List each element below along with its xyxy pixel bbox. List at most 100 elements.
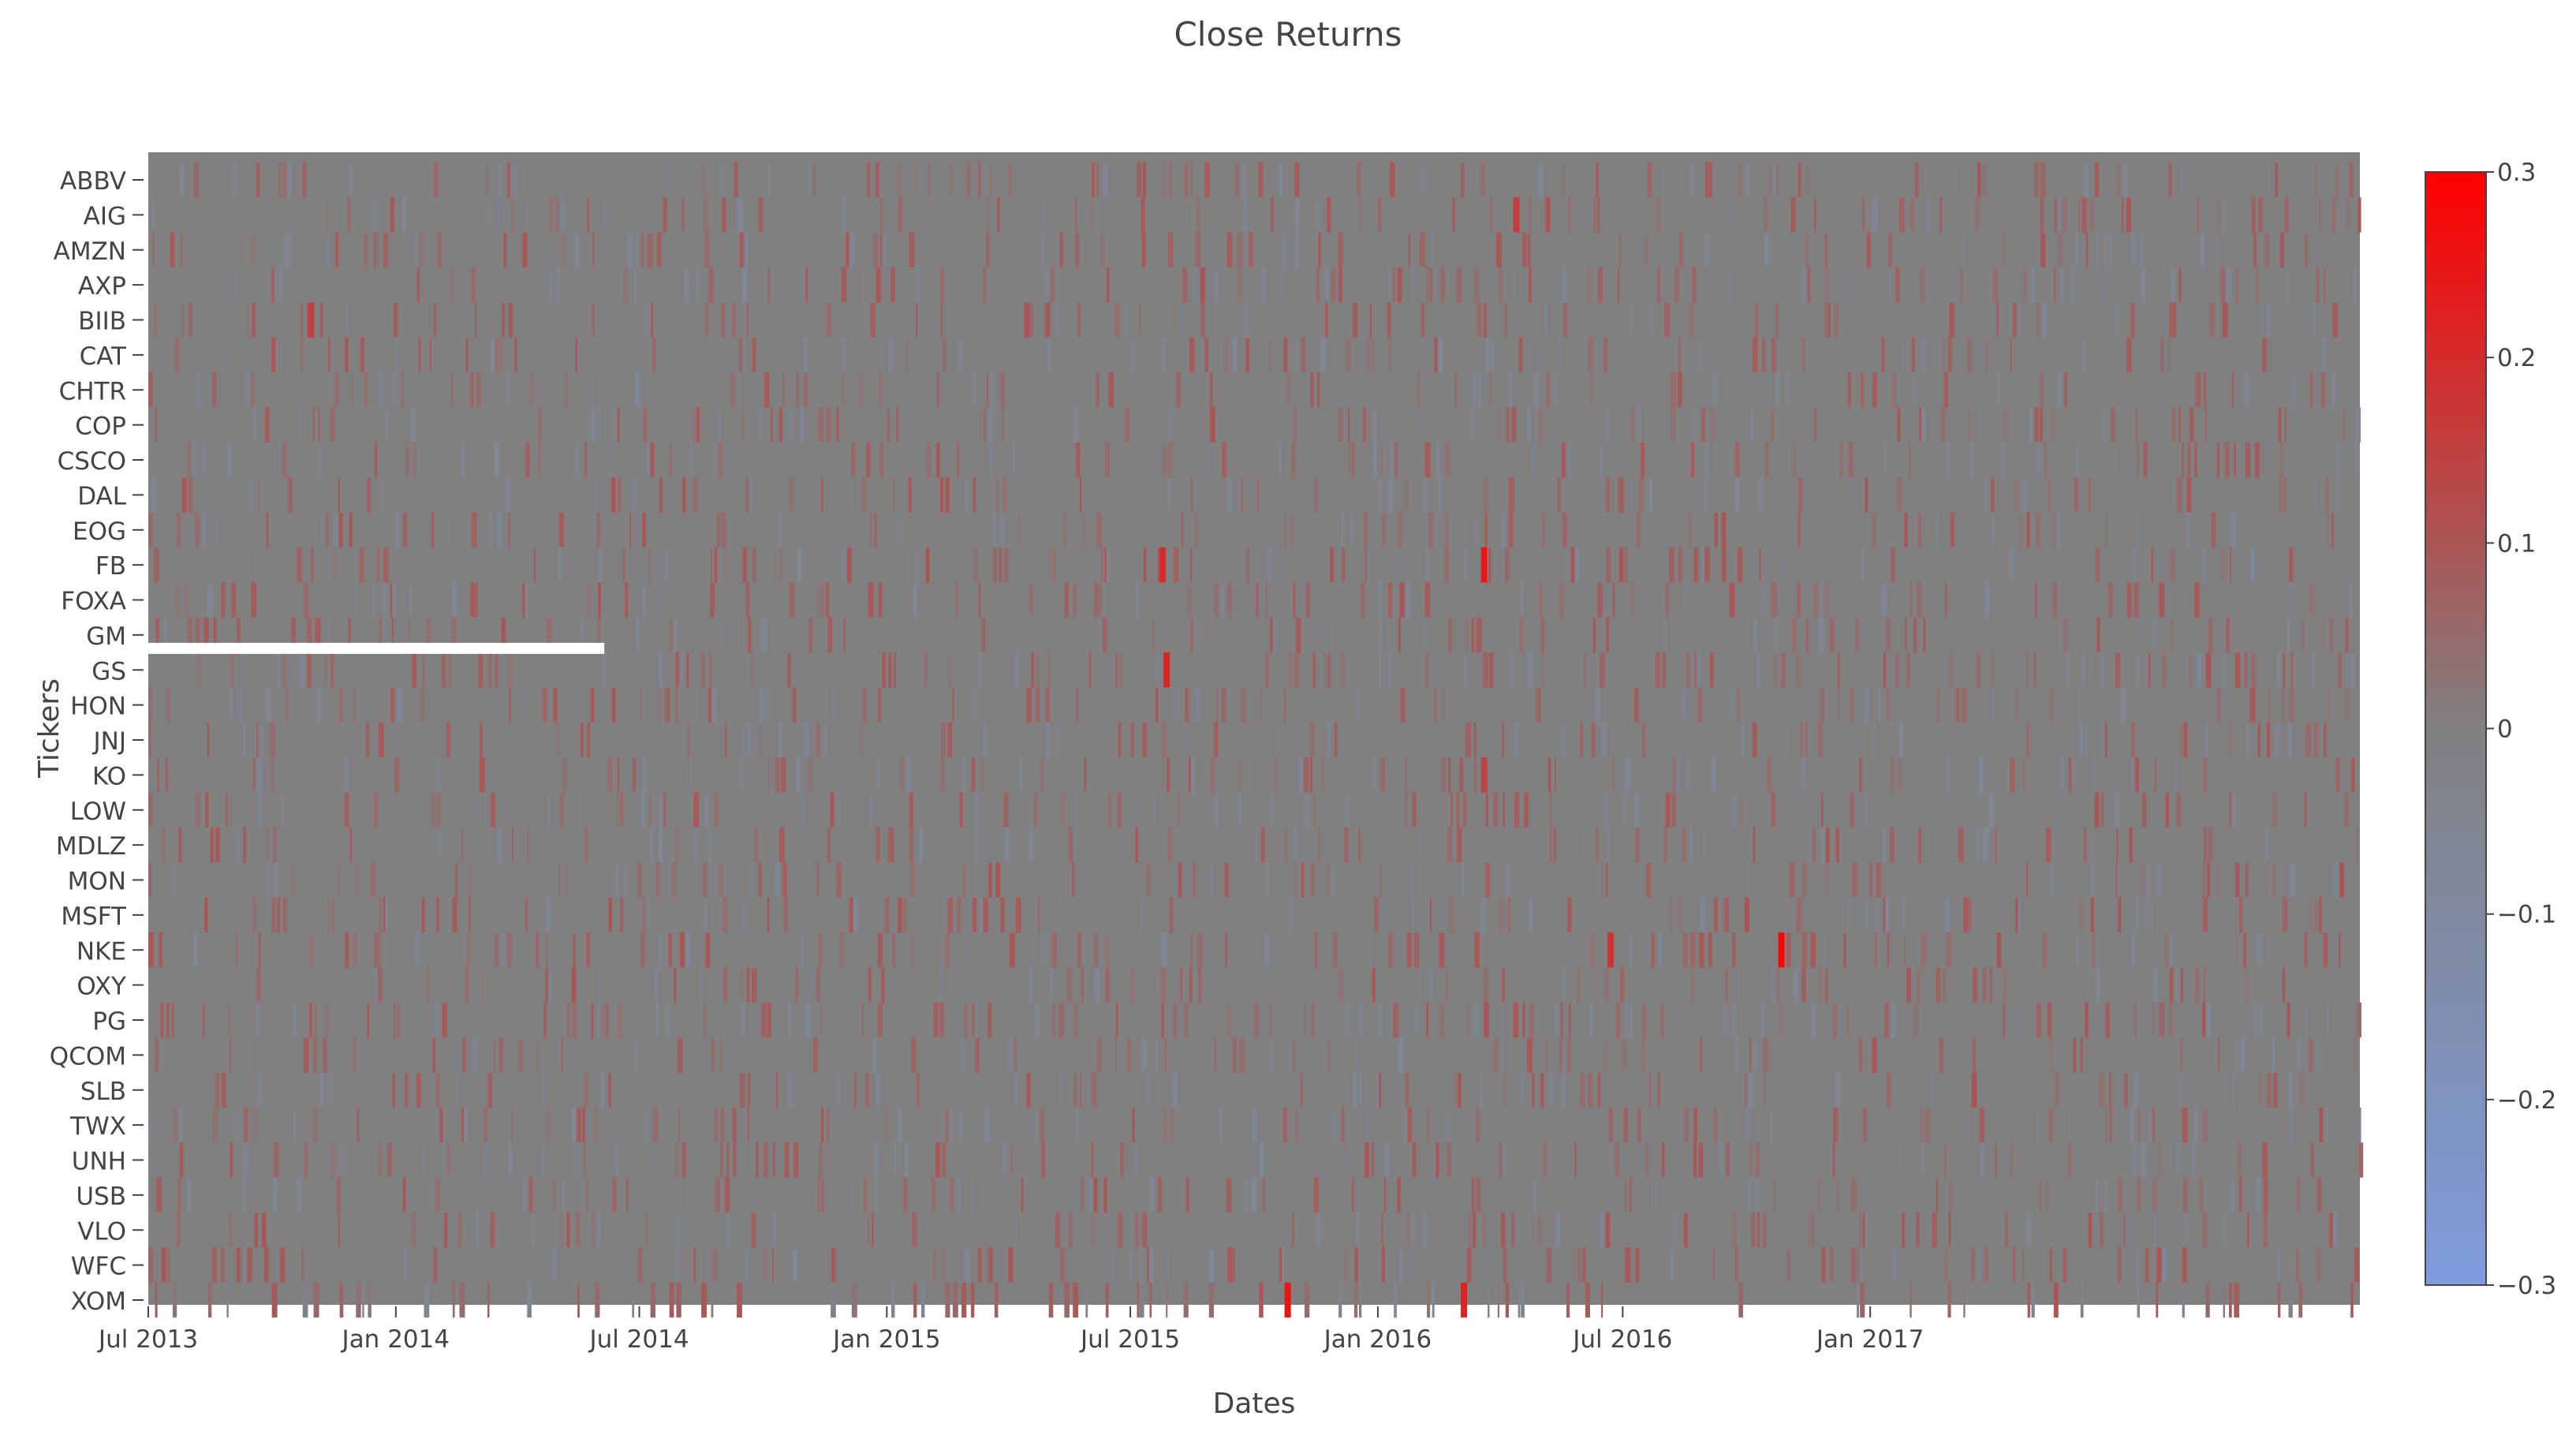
heatmap-cell (636, 617, 640, 653)
heatmap-cell (2261, 302, 2267, 338)
heatmap-cell (980, 897, 983, 933)
heatmap-cell (1820, 687, 1824, 723)
heatmap-cell (256, 967, 261, 1003)
heatmap-cell (1927, 197, 1931, 233)
heatmap-cell (1597, 1072, 1600, 1108)
heatmap-cell (1947, 1177, 1949, 1213)
heatmap-cell (1161, 162, 1167, 198)
heatmap-cell (2232, 792, 2236, 828)
heatmap-cell (888, 652, 892, 688)
heatmap-cell (1168, 232, 1174, 267)
heatmap-cell (2126, 582, 2132, 618)
heatmap-cell (422, 897, 425, 933)
heatmap-cell (1891, 1247, 1897, 1283)
heatmap-cell (957, 897, 961, 933)
heatmap-cell (469, 897, 471, 933)
heatmap-cell (1167, 1247, 1169, 1283)
heatmap-cell (1649, 477, 1653, 513)
heatmap-cell (1447, 827, 1453, 863)
heatmap-cell (2189, 652, 2192, 688)
heatmap-cell (795, 967, 798, 1003)
heatmap-cell (1936, 512, 1939, 547)
heatmap-cell (618, 477, 621, 513)
heatmap-cell (928, 162, 931, 198)
heatmap-cell (2027, 1282, 2031, 1318)
heatmap-cell (1029, 302, 1033, 338)
heatmap-cell (1711, 757, 1717, 793)
heatmap-cell (148, 932, 154, 968)
heatmap-cell (1301, 862, 1305, 898)
heatmap-cell (1730, 197, 1733, 233)
heatmap-cell (1567, 897, 1572, 933)
heatmap-cell (831, 1282, 836, 1318)
heatmap-cell (992, 547, 998, 583)
heatmap-cell (442, 652, 446, 688)
heatmap-cell (905, 757, 911, 793)
heatmap-cell (1501, 1037, 1503, 1073)
heatmap-cell (2255, 442, 2260, 478)
heatmap-cell (711, 547, 713, 583)
heatmap-cell (1737, 547, 1743, 583)
heatmap-cell (1163, 1037, 1167, 1073)
heatmap-cell (2176, 792, 2182, 828)
heatmap-cell (646, 442, 649, 478)
heatmap-plot-area[interactable] (148, 152, 2364, 1318)
heatmap-cell (978, 582, 981, 618)
heatmap-cell (2134, 757, 2139, 793)
heatmap-cell (346, 197, 351, 233)
heatmap-cell (471, 267, 476, 303)
heatmap-cell (2134, 1002, 2137, 1038)
heatmap-cell (1357, 162, 1361, 198)
heatmap-cell (1029, 582, 1033, 618)
heatmap-cell (1252, 1107, 1257, 1143)
heatmap-cell (1692, 407, 1698, 443)
heatmap-cell (157, 757, 159, 793)
heatmap-cell (412, 442, 417, 478)
heatmap-cell (841, 337, 847, 373)
heatmap-cell (2131, 232, 2136, 267)
heatmap-cell (1629, 302, 1634, 338)
heatmap-cell (703, 1002, 707, 1038)
heatmap-cell (1797, 582, 1801, 618)
heatmap-cell (1757, 1212, 1760, 1248)
heatmap-cell (939, 757, 946, 793)
heatmap-cell (256, 757, 263, 793)
heatmap-cell (971, 1177, 973, 1213)
heatmap-cell (1533, 372, 1540, 408)
heatmap-cell (2309, 897, 2313, 933)
heatmap-cell (1641, 722, 1646, 758)
heatmap-cell (1538, 407, 1544, 443)
heatmap-cell (2018, 302, 2022, 338)
heatmap-cell (1399, 582, 1405, 618)
heatmap-cell (1351, 442, 1355, 478)
heatmap-cell (2051, 512, 2056, 547)
heatmap-cell (1749, 1037, 1752, 1073)
heatmap-cell (391, 617, 394, 653)
heatmap-cell (843, 617, 846, 653)
heatmap-cell (1732, 1002, 1736, 1038)
heatmap-cell (1729, 582, 1735, 618)
heatmap-cell (452, 897, 457, 933)
heatmap-cell (2209, 302, 2216, 338)
heatmap-cell (1296, 617, 1301, 653)
heatmap-cell (947, 897, 953, 933)
heatmap-cell (495, 337, 499, 373)
heatmap-cell (1895, 267, 1900, 303)
heatmap-cell (614, 862, 618, 898)
heatmap-cell (1911, 337, 1915, 373)
heatmap-cell (1791, 617, 1798, 653)
heatmap-cell (1758, 757, 1764, 793)
heatmap-cell (1839, 442, 1843, 478)
heatmap-cell (1547, 757, 1551, 793)
heatmap-cell (1342, 547, 1346, 583)
heatmap-cell (1237, 267, 1242, 303)
heatmap-cell (767, 897, 770, 933)
heatmap-cell (2142, 792, 2146, 828)
heatmap-cell (1889, 827, 1895, 863)
heatmap-cell (315, 1002, 317, 1038)
heatmap-cell (2175, 757, 2178, 793)
heatmap-cell (1813, 827, 1816, 863)
heatmap-cell (498, 162, 502, 198)
heatmap-cell (343, 757, 349, 793)
heatmap-cell (2168, 337, 2171, 373)
